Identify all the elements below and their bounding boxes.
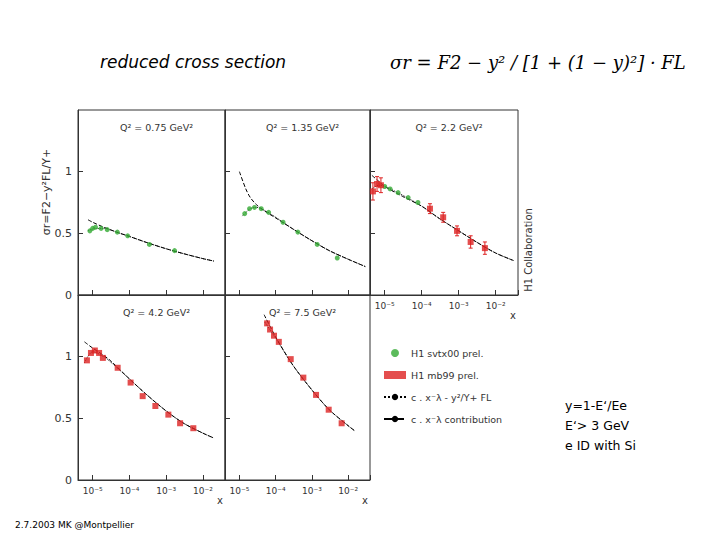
svg-text:0: 0	[65, 289, 72, 302]
svg-text:10⁻³: 10⁻³	[302, 486, 322, 496]
svg-text:10⁻³: 10⁻³	[156, 486, 176, 496]
svg-text:10⁻²: 10⁻²	[193, 486, 213, 496]
svg-text:10⁻⁵: 10⁻⁵	[375, 301, 395, 311]
svg-text:c . x⁻λ contribution: c . x⁻λ contribution	[411, 414, 502, 425]
svg-text:10⁻⁴: 10⁻⁴	[119, 486, 139, 496]
svg-text:1: 1	[65, 165, 72, 178]
svg-text:10⁻²: 10⁻²	[486, 301, 506, 311]
svg-text:Q² = 1.35 GeV²: Q² = 1.35 GeV²	[266, 122, 339, 133]
svg-text:y=1-E‘/Ee: y=1-E‘/Ee	[565, 398, 627, 413]
svg-text:σr = F2 − y² / [1 + (1 − y)²]: σr = F2 − y² / [1 + (1 − y)²] · FL	[390, 52, 686, 73]
svg-text:e ID with Si: e ID with Si	[565, 438, 636, 453]
svg-text:10⁻⁴: 10⁻⁴	[266, 486, 286, 496]
svg-text:Q² = 7.5 GeV²: Q² = 7.5 GeV²	[269, 307, 336, 318]
svg-text:1: 1	[65, 350, 72, 363]
svg-text:0.5: 0.5	[55, 227, 73, 240]
svg-text:σr=F2−y²FL/Y+: σr=F2−y²FL/Y+	[40, 149, 53, 235]
svg-text:H1 Collaboration: H1 Collaboration	[523, 208, 534, 292]
svg-text:10⁻⁵: 10⁻⁵	[83, 486, 103, 496]
svg-text:0.5: 0.5	[55, 412, 73, 425]
svg-text:Q² = 4.2 GeV²: Q² = 4.2 GeV²	[123, 307, 190, 318]
svg-text:c . x⁻λ - y²/Y+ FL: c . x⁻λ - y²/Y+ FL	[411, 392, 492, 403]
svg-text:Q² = 2.2 GeV²: Q² = 2.2 GeV²	[416, 122, 483, 133]
svg-text:Q² = 0.75 GeV²: Q² = 0.75 GeV²	[120, 122, 193, 133]
svg-text:2.7.2003 MK @Montpellier: 2.7.2003 MK @Montpellier	[15, 520, 134, 530]
svg-text:10⁻²: 10⁻²	[338, 486, 358, 496]
svg-text:H1 svtx00 prel.: H1 svtx00 prel.	[411, 348, 483, 359]
svg-text:reduced cross section: reduced cross section	[100, 52, 286, 72]
svg-text:x: x	[510, 310, 516, 321]
svg-text:10⁻⁴: 10⁻⁴	[412, 301, 432, 311]
svg-text:0: 0	[65, 474, 72, 487]
svg-text:H1 mb99 prel.: H1 mb99 prel.	[411, 370, 479, 381]
svg-text:x: x	[217, 495, 223, 506]
svg-text:E‘> 3 GeV: E‘> 3 GeV	[565, 418, 630, 433]
svg-text:x: x	[362, 495, 368, 506]
svg-text:10⁻³: 10⁻³	[449, 301, 469, 311]
svg-text:10⁻⁵: 10⁻⁵	[230, 486, 250, 496]
